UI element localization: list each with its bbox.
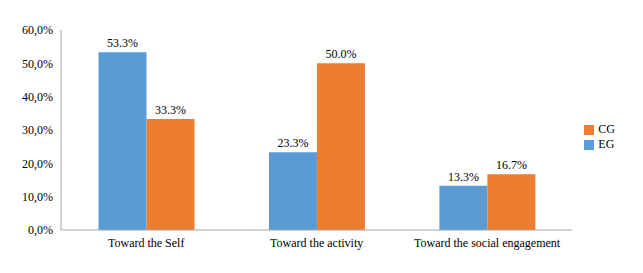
svg-text:16.7%: 16.7% [496,158,527,172]
svg-text:60,0%: 60,0% [22,23,53,37]
svg-text:33.3%: 33.3% [155,103,186,117]
svg-text:53.3%: 53.3% [107,36,138,50]
html-text:EG: EG [598,136,615,151]
svg-text:40,0%: 40,0% [22,90,53,104]
svg-text:50,0%: 50,0% [22,57,53,71]
svg-text:20,0%: 20,0% [22,157,53,171]
html-text:CG: CG [598,121,615,136]
svg-text:13.3%: 13.3% [448,170,479,184]
svg-text:10,0%: 10,0% [22,190,53,204]
svg-text:Toward the social engagement: Toward the social engagement [414,236,561,250]
svg-text:30,0%: 30,0% [22,123,53,137]
svg-text:Toward the activity: Toward the activity [270,236,363,250]
svg-text:23.3%: 23.3% [277,136,308,150]
svg-text:Toward the Self: Toward the Self [108,236,184,250]
svg-text:50.0%: 50.0% [325,47,356,61]
svg-text:0,0%: 0,0% [28,223,53,237]
